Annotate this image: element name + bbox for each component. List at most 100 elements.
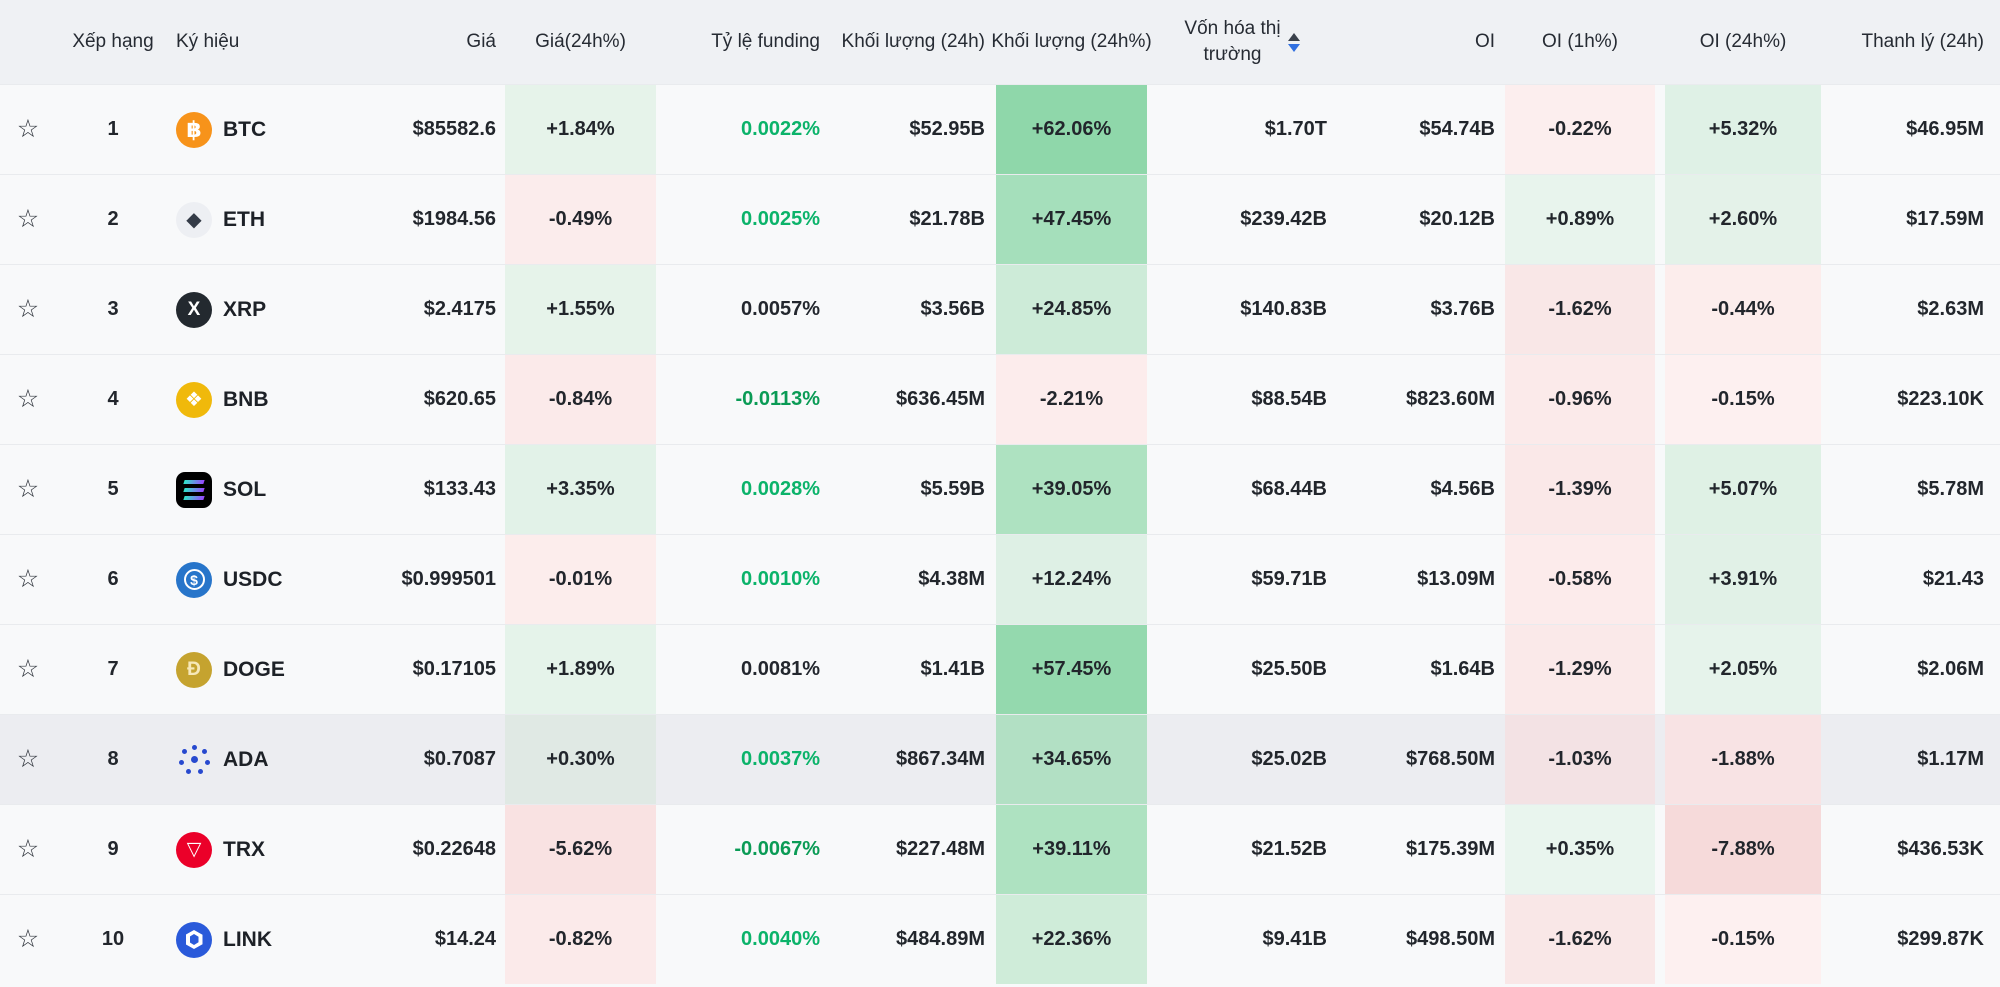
table-row[interactable]: ☆ 7 Ð DOGE $0.17105 +1.89% 0.0081% $1.41… [0, 624, 2000, 714]
oi-24h-cell: -0.15% [1660, 895, 1826, 984]
price-cell: $0.999501 [401, 568, 496, 590]
favorite-star-icon[interactable]: ☆ [16, 205, 40, 233]
oi-24h-cell: -0.15% [1660, 355, 1826, 444]
favorite-star-icon[interactable]: ☆ [16, 475, 40, 503]
market-cap-cell: $59.71B [1251, 568, 1327, 590]
btc-icon: ฿ [176, 111, 212, 148]
symbol-cell[interactable]: ADA [170, 715, 330, 804]
favorite-star-icon[interactable]: ☆ [16, 295, 40, 323]
price-cell: $620.65 [423, 388, 496, 410]
price-change-24h-cell: -0.82% [500, 895, 661, 984]
usdc-icon: $ [176, 561, 212, 598]
xrp-icon: X [176, 291, 212, 328]
volume-change-24h-cell: +34.65% [991, 715, 1152, 804]
symbol-label: USDC [223, 567, 283, 591]
rank-cell: 6 [107, 568, 119, 590]
table-row[interactable]: ☆ 6 $ USDC $0.999501 -0.01% 0.0010% $4.3… [0, 534, 2000, 624]
oi-24h-cell: -1.88% [1660, 715, 1826, 804]
volume-24h-cell: $867.34M [896, 748, 985, 770]
rank-cell: 10 [101, 928, 125, 950]
price-change-24h-cell: +1.55% [500, 265, 661, 354]
sol-icon [176, 471, 212, 508]
table-row[interactable]: ☆ 10 LINK $14.24 -0.82% 0.0040% $484.89M… [0, 894, 2000, 984]
liquidation-24h-cell: $2.06M [1917, 658, 1984, 680]
price-cell: $0.22648 [412, 838, 496, 860]
symbol-cell[interactable]: ฿ BTC [170, 85, 330, 174]
header-symbol[interactable]: Ký hiệu [176, 31, 240, 52]
oi-24h-cell: +2.05% [1660, 625, 1826, 714]
liquidation-24h-cell: $436.53K [1897, 838, 1984, 860]
market-cap-cell: $239.42B [1240, 208, 1327, 230]
market-cap-cell: $9.41B [1262, 928, 1328, 950]
table-row[interactable]: ☆ 2 ◆ ETH $1984.56 -0.49% 0.0025% $21.78… [0, 174, 2000, 264]
price-change-24h-cell: -0.84% [500, 355, 661, 444]
liquidation-24h-cell: $17.59M [1906, 208, 1984, 230]
favorite-star-icon[interactable]: ☆ [16, 925, 40, 953]
symbol-cell[interactable]: ◆ ETH [170, 175, 330, 264]
header-rank[interactable]: Xếp hạng [72, 31, 154, 52]
symbol-cell[interactable]: ▽ TRX [170, 805, 330, 894]
oi-cell: $13.09M [1417, 568, 1495, 590]
symbol-cell[interactable]: LINK [170, 895, 330, 984]
symbol-cell[interactable]: ❖ BNB [170, 355, 330, 444]
price-change-24h-cell: -0.49% [500, 175, 661, 264]
favorite-star-icon[interactable]: ☆ [16, 565, 40, 593]
header-oi-1h[interactable]: OI (1h%) [1541, 31, 1619, 52]
symbol-label: SOL [223, 477, 267, 501]
favorite-star-icon[interactable]: ☆ [16, 745, 40, 773]
oi-1h-cell: -1.39% [1500, 445, 1660, 534]
favorite-cell: ☆ [0, 355, 56, 444]
trx-icon: ▽ [176, 831, 212, 868]
liquidation-24h-cell: $299.87K [1897, 928, 1984, 950]
oi-24h-cell: +5.32% [1660, 85, 1826, 174]
header-market-cap[interactable]: Vốn hóa thị trường [1152, 0, 1332, 84]
rank-cell: 1 [107, 118, 119, 140]
favorite-star-icon[interactable]: ☆ [16, 385, 40, 413]
table-row[interactable]: ☆ 8 ADA $0.7087 +0.30% 0.0037% $867.34M … [0, 714, 2000, 804]
oi-cell: $498.50M [1406, 928, 1495, 950]
table-row[interactable]: ☆ 4 ❖ BNB $620.65 -0.84% -0.0113% $636.4… [0, 354, 2000, 444]
volume-24h-cell: $636.45M [896, 388, 985, 410]
volume-24h-cell: $21.78B [909, 208, 985, 230]
oi-24h-cell: -7.88% [1660, 805, 1826, 894]
price-change-24h-cell: -5.62% [500, 805, 661, 894]
rank-cell: 7 [107, 658, 119, 680]
funding-rate-cell: -0.0113% [735, 388, 820, 410]
price-cell: $85582.6 [412, 118, 496, 140]
oi-24h-cell: +3.91% [1660, 535, 1826, 624]
funding-rate-cell: 0.0025% [741, 208, 820, 230]
header-price-24h[interactable]: Giá(24h%) [535, 31, 626, 52]
oi-1h-cell: -0.96% [1500, 355, 1660, 444]
symbol-cell[interactable]: SOL [170, 445, 330, 534]
volume-change-24h-cell: +62.06% [991, 85, 1152, 174]
favorite-star-icon[interactable]: ☆ [16, 115, 40, 143]
market-cap-cell: $68.44B [1251, 478, 1327, 500]
symbol-cell[interactable]: Ð DOGE [170, 625, 330, 714]
favorite-star-icon[interactable]: ☆ [16, 655, 40, 683]
header-oi-24h[interactable]: OI (24h%) [1699, 31, 1787, 52]
table-body: ☆ 1 ฿ BTC $85582.6 +1.84% 0.0022% $52.95… [0, 84, 2000, 984]
header-oi[interactable]: OI [1474, 31, 1495, 52]
symbol-cell[interactable]: X XRP [170, 265, 330, 354]
header-price[interactable]: Giá [466, 31, 496, 52]
header-volume-24h[interactable]: Khối lượng (24h) [841, 31, 985, 52]
header-liquidation-24h[interactable]: Thanh lý (24h) [1861, 31, 1984, 52]
symbol-cell[interactable]: $ USDC [170, 535, 330, 624]
price-cell: $1984.56 [412, 208, 496, 230]
symbol-label: BNB [223, 387, 269, 411]
header-funding-rate[interactable]: Tỷ lệ funding [711, 31, 820, 52]
table-row[interactable]: ☆ 1 ฿ BTC $85582.6 +1.84% 0.0022% $52.95… [0, 84, 2000, 174]
sort-icon[interactable] [1287, 32, 1300, 52]
favorite-cell: ☆ [0, 805, 56, 894]
header-volume-24h-pct[interactable]: Khối lượng (24h%) [991, 31, 1152, 52]
symbol-label: LINK [223, 927, 272, 951]
table-row[interactable]: ☆ 9 ▽ TRX $0.22648 -5.62% -0.0067% $227.… [0, 804, 2000, 894]
funding-rate-cell: 0.0040% [741, 928, 820, 950]
favorite-star-icon[interactable]: ☆ [16, 835, 40, 863]
favorite-cell: ☆ [0, 85, 56, 174]
table-row[interactable]: ☆ 5 SOL $133.43 +3.35% 0.0028% $5.59B +3… [0, 444, 2000, 534]
favorite-cell: ☆ [0, 535, 56, 624]
table-row[interactable]: ☆ 3 X XRP $2.4175 +1.55% 0.0057% $3.56B … [0, 264, 2000, 354]
volume-change-24h-cell: -2.21% [991, 355, 1152, 444]
liquidation-24h-cell: $2.63M [1917, 298, 1984, 320]
